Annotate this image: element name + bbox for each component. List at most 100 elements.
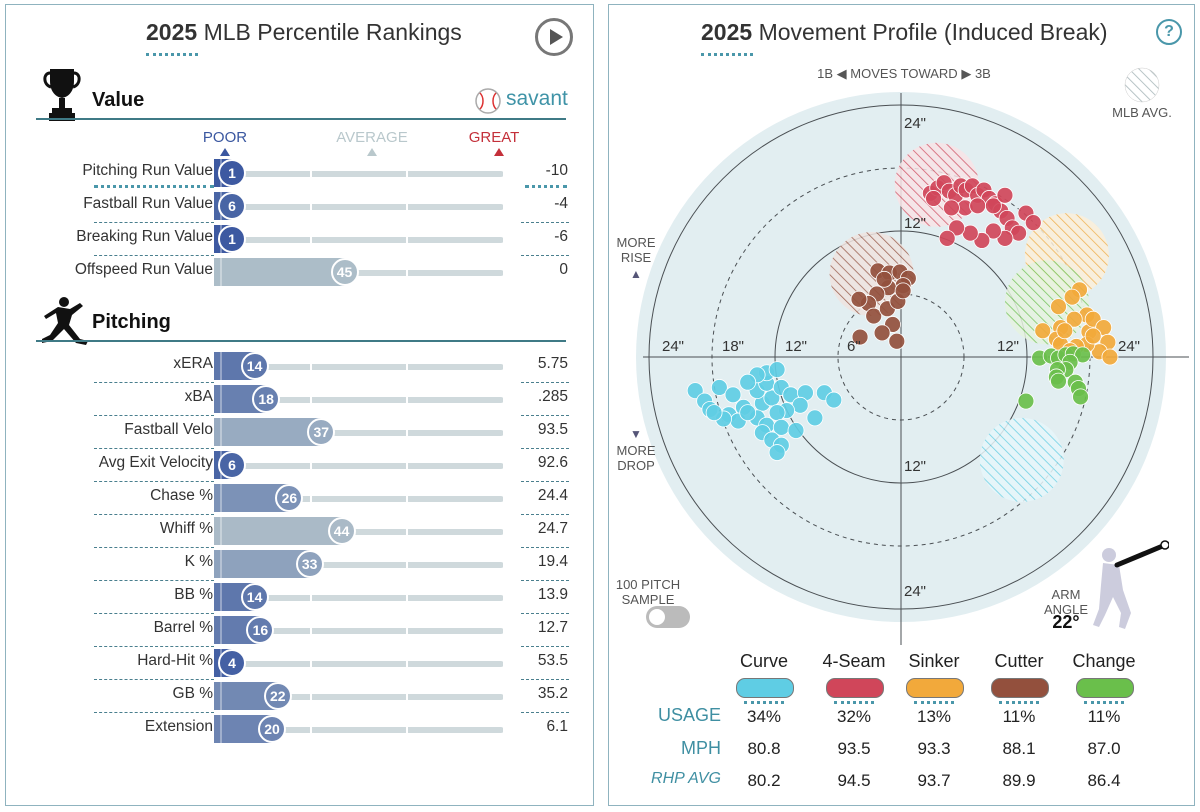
pitch-point-4-seam: [969, 197, 987, 215]
metric-row[interactable]: Fastball Run Value 6 -4: [6, 191, 595, 221]
pitch-mph-value: 88.1: [1002, 739, 1036, 758]
metric-label: Barrel %: [153, 619, 213, 636]
pitch-point-curve: [768, 444, 786, 461]
bar-stripe: [220, 550, 222, 578]
pitch-rhp-value: 89.9: [1002, 771, 1036, 790]
metric-label: Pitching Run Value: [82, 162, 213, 179]
more-drop-label: ▼ MORE DROP: [613, 427, 659, 473]
track-tick: [503, 394, 505, 406]
help-button[interactable]: ?: [1156, 19, 1182, 45]
pitch-point-curve: [705, 404, 723, 422]
row-divider: [521, 448, 569, 449]
row-divider: [94, 382, 214, 383]
metric-value: 93.5: [537, 421, 568, 438]
metric-row[interactable]: Barrel % 16 12.7: [6, 615, 595, 645]
play-button[interactable]: [535, 18, 573, 56]
great-marker-icon: [494, 148, 504, 156]
track-tick: [309, 625, 312, 637]
pitch-point-change: [1050, 372, 1067, 390]
pitch-point-sinker: [1056, 322, 1074, 340]
highlight-underline: [525, 185, 567, 188]
pitch-color-toggle[interactable]: [991, 678, 1049, 698]
track-tick: [503, 168, 505, 180]
metric-value: -10: [545, 162, 568, 179]
right-arrow-icon: ▶: [961, 66, 972, 81]
pitch-color-toggle[interactable]: [736, 678, 794, 698]
percentile-circle: 16: [246, 616, 275, 644]
track-tick: [309, 592, 312, 604]
metric-row[interactable]: BB % 14 13.9: [6, 582, 595, 612]
bar-stripe: [220, 715, 222, 743]
metric-row[interactable]: Pitching Run Value 1 -10: [6, 158, 595, 188]
arm-angle-value: 22°: [1052, 612, 1080, 632]
movement-title: 2025 Movement Profile (Induced Break): [701, 19, 1108, 45]
track-tick: [406, 460, 409, 472]
row-divider: [94, 448, 214, 449]
track-tick: [503, 460, 505, 472]
pitch-name: Curve: [739, 651, 788, 671]
track-tick: [503, 201, 505, 213]
down-triangle-icon: ▼: [630, 427, 642, 441]
pitch-point-curve: [724, 386, 742, 404]
ring-label-bottom-24: 24": [904, 583, 927, 600]
value-section-title: Value: [92, 89, 145, 111]
pitch-point-sinker: [1063, 288, 1081, 306]
track-tick: [406, 559, 409, 571]
pitch-rhp-value: 94.5: [837, 771, 871, 790]
percentile-bar: [214, 550, 310, 578]
metric-label: Hard-Hit %: [137, 652, 213, 669]
pitch-underline: [834, 701, 874, 704]
percentile-rankings-panel: 2025 MLB Percentile Rankings Value savan…: [5, 4, 594, 806]
pitch-point-change: [1074, 346, 1092, 364]
pitch-mph-value: 93.3: [917, 739, 951, 758]
metric-row[interactable]: Extension 20 6.1: [6, 714, 595, 744]
pitch-color-toggle[interactable]: [906, 678, 964, 698]
ring-label-top-24: 24": [904, 115, 927, 132]
percentile-track: [214, 270, 504, 276]
percentile-circle: 33: [295, 550, 324, 578]
mph-row-label: MPH: [681, 738, 721, 758]
pitch-color-toggle[interactable]: [1076, 678, 1134, 698]
row-divider: [94, 547, 214, 548]
metric-label: Extension: [144, 718, 213, 735]
poor-marker-icon: [220, 148, 230, 156]
pitch-point-cutter: [873, 324, 891, 342]
metric-row[interactable]: Avg Exit Velocity 6 92.6: [6, 450, 595, 480]
metric-value: 24.7: [537, 520, 568, 537]
metric-value: 53.5: [537, 652, 568, 669]
scale-poor-label: POOR: [202, 129, 248, 146]
metric-row[interactable]: K % 33 19.4: [6, 549, 595, 579]
ring-label-bottom-12: 12": [904, 458, 927, 475]
up-triangle-icon: ▲: [630, 267, 642, 281]
metric-row[interactable]: xERA 14 5.75: [6, 351, 595, 381]
sample-toggle[interactable]: [646, 606, 690, 628]
metric-row[interactable]: Chase % 26 24.4: [6, 483, 595, 513]
bar-stripe: [220, 517, 222, 545]
metric-row[interactable]: Whiff % 44 24.7: [6, 516, 595, 546]
row-divider: [94, 613, 214, 614]
ring-label-left-12: 12": [785, 338, 808, 355]
metric-row[interactable]: Hard-Hit % 4 53.5: [6, 648, 595, 678]
pitch-mph-value: 93.5: [837, 739, 871, 758]
track-tick: [406, 724, 409, 736]
pitch-color-toggle[interactable]: [826, 678, 884, 698]
more-rise-label: MORE RISE ▲: [613, 235, 659, 281]
pitch-mph-value: 80.8: [747, 739, 781, 758]
track-tick: [309, 234, 312, 246]
metric-row[interactable]: Offspeed Run Value 45 0: [6, 257, 595, 287]
metric-value: 6.1: [546, 718, 568, 735]
metric-row[interactable]: GB % 22 35.2: [6, 681, 595, 711]
metric-row[interactable]: xBA 18 .285: [6, 384, 595, 414]
metric-label: Whiff %: [159, 520, 213, 537]
row-divider: [94, 712, 214, 713]
metric-label: Avg Exit Velocity: [98, 454, 213, 471]
metric-value: 12.7: [537, 619, 568, 636]
percentile-circle: 4: [218, 649, 246, 677]
metric-row[interactable]: Fastball Velo 37 93.5: [6, 417, 595, 447]
row-divider: [521, 580, 569, 581]
pitch-usage-value: 32%: [836, 707, 872, 726]
track-tick: [406, 361, 409, 373]
pitch-name: Change: [1072, 651, 1136, 671]
metric-row[interactable]: Breaking Run Value 1 -6: [6, 224, 595, 254]
percentile-circle: 45: [330, 258, 359, 286]
